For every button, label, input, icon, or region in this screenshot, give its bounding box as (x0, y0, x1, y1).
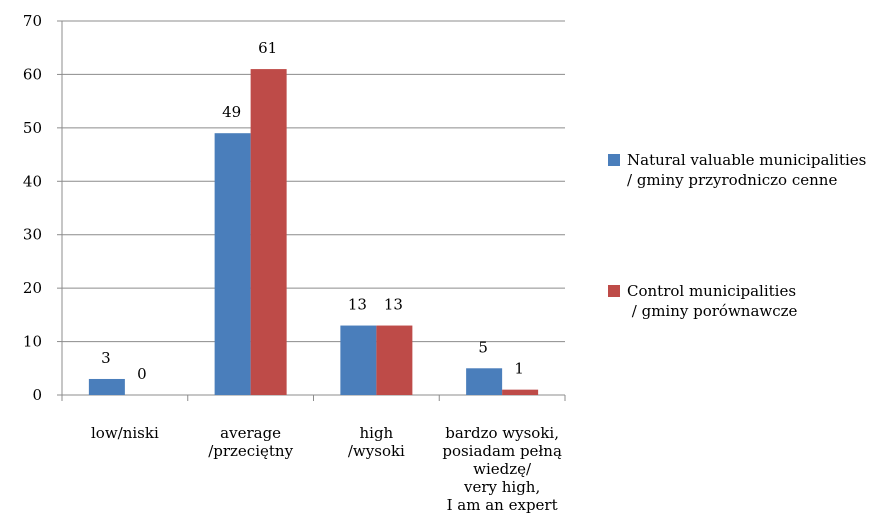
y-tick-label: 70 (23, 12, 42, 30)
bar-series-2-4 (502, 389, 539, 395)
category-label-4: bardzo wysoki, posiadam pełną wiedzę/very … (442, 424, 562, 514)
legend-label-series-1: Natural valuable municipalities / gminy … (627, 151, 867, 189)
bar-series-1-3 (340, 325, 377, 395)
bar-series-1-1 (88, 378, 125, 395)
legend-swatch-series-2 (608, 285, 620, 297)
data-label-series-2-1: 0 (137, 365, 147, 383)
data-label-series-2-2: 61 (258, 39, 277, 57)
y-tick-label: 40 (23, 172, 42, 190)
bar-series-2-3 (376, 325, 413, 395)
data-label-series-1-1: 3 (101, 349, 111, 367)
category-label-1: low/niski (91, 424, 159, 442)
y-tick-label: 0 (32, 386, 42, 404)
data-label-series-1-3: 13 (348, 296, 367, 314)
legend-label-series-2: Control municipalities / gminy porównawc… (627, 282, 798, 320)
data-label-series-2-3: 13 (384, 296, 403, 314)
category-label-2: average/przeciętny (208, 424, 293, 460)
data-label-series-1-2: 49 (222, 103, 241, 121)
category-label-3: high/wysoki (348, 424, 405, 460)
legend-swatch-series-1 (608, 154, 620, 166)
bar-series-2-2 (250, 69, 287, 395)
data-label-series-2-4: 1 (514, 360, 524, 378)
bar-series-1-4 (466, 368, 503, 395)
y-tick-label: 60 (23, 65, 42, 83)
data-label-series-1-4: 5 (478, 338, 488, 356)
y-tick-label: 30 (23, 226, 42, 244)
y-tick-label: 50 (23, 119, 42, 137)
y-tick-label: 20 (23, 279, 42, 297)
y-tick-label: 10 (23, 333, 42, 351)
bar-series-1-2 (214, 133, 251, 395)
